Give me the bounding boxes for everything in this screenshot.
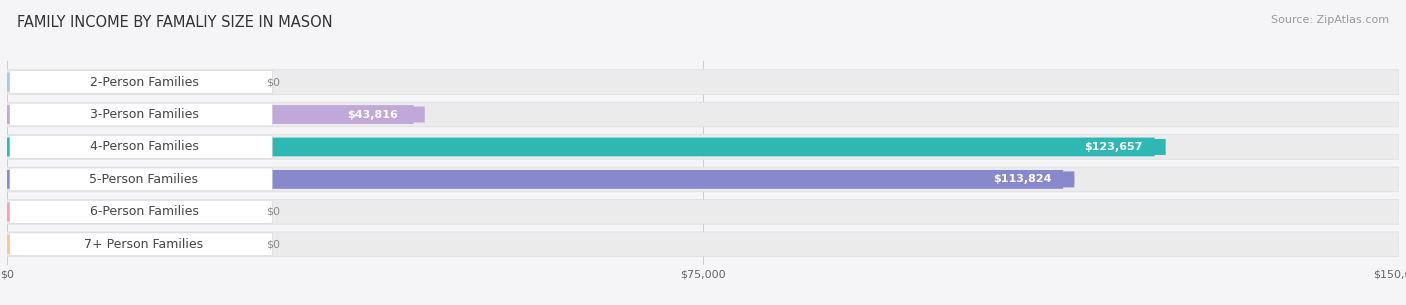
FancyBboxPatch shape (10, 136, 273, 158)
FancyBboxPatch shape (7, 170, 1063, 189)
FancyBboxPatch shape (321, 106, 425, 123)
Text: 7+ Person Families: 7+ Person Families (84, 238, 204, 251)
FancyBboxPatch shape (10, 168, 273, 191)
FancyBboxPatch shape (7, 199, 1399, 224)
Text: $113,824: $113,824 (993, 174, 1052, 185)
FancyBboxPatch shape (7, 102, 1399, 127)
FancyBboxPatch shape (7, 105, 413, 124)
FancyBboxPatch shape (7, 203, 250, 221)
Text: FAMILY INCOME BY FAMALIY SIZE IN MASON: FAMILY INCOME BY FAMALIY SIZE IN MASON (17, 15, 332, 30)
Text: $0: $0 (266, 207, 280, 217)
Text: 6-Person Families: 6-Person Families (90, 205, 198, 218)
FancyBboxPatch shape (10, 103, 273, 126)
Text: 4-Person Families: 4-Person Families (90, 141, 198, 153)
FancyBboxPatch shape (1062, 139, 1166, 155)
FancyBboxPatch shape (7, 167, 1399, 192)
FancyBboxPatch shape (7, 235, 250, 254)
Text: 3-Person Families: 3-Person Families (90, 108, 198, 121)
Text: $123,657: $123,657 (1084, 142, 1143, 152)
Text: 5-Person Families: 5-Person Families (90, 173, 198, 186)
FancyBboxPatch shape (7, 73, 250, 92)
Text: $0: $0 (266, 77, 280, 87)
Text: $43,816: $43,816 (347, 109, 398, 120)
FancyBboxPatch shape (10, 233, 273, 256)
Text: $0: $0 (266, 239, 280, 249)
FancyBboxPatch shape (7, 70, 1399, 95)
FancyBboxPatch shape (7, 232, 1399, 257)
FancyBboxPatch shape (10, 71, 273, 93)
FancyBboxPatch shape (970, 171, 1074, 187)
Text: Source: ZipAtlas.com: Source: ZipAtlas.com (1271, 15, 1389, 25)
FancyBboxPatch shape (7, 135, 1399, 159)
Text: 2-Person Families: 2-Person Families (90, 76, 198, 88)
FancyBboxPatch shape (7, 138, 1154, 156)
FancyBboxPatch shape (10, 200, 273, 223)
